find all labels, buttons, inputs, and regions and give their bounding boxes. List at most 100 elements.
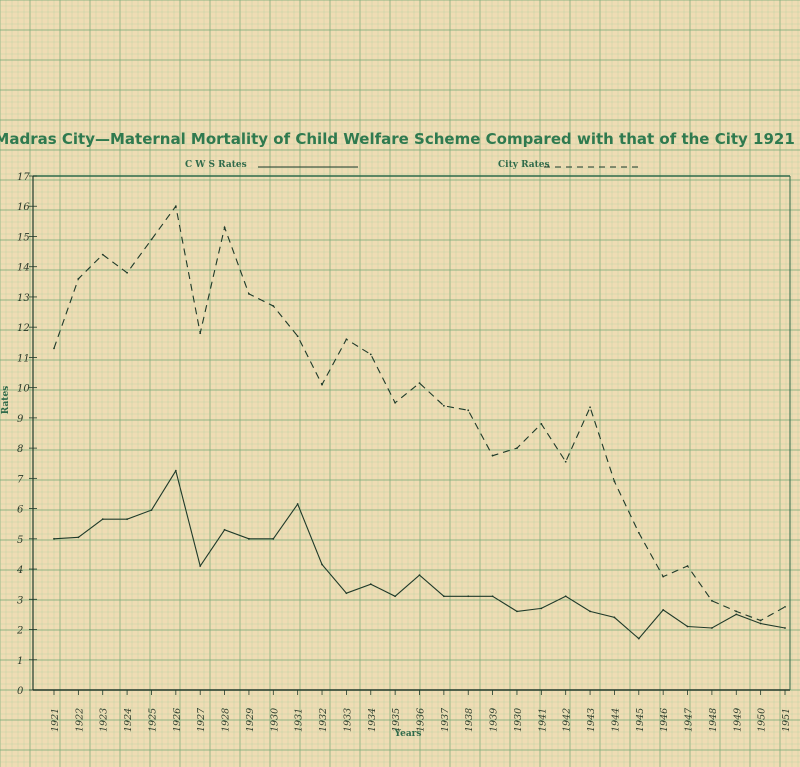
x-axis-label: Years [393, 729, 421, 739]
data-point-cws [418, 574, 421, 577]
data-point-city [540, 423, 543, 425]
data-point-cws [637, 637, 640, 640]
data-point-city [77, 277, 80, 280]
plot-frame [32, 175, 791, 691]
x-tick-label: 1932 [318, 708, 329, 732]
y-tick-label: 13 [17, 293, 30, 304]
x-tick-label: 1943 [586, 708, 597, 732]
data-point-city [126, 271, 128, 274]
y-tick-label: 14 [17, 263, 30, 274]
data-point-cws [662, 608, 665, 611]
x-tick-label: 1948 [708, 708, 719, 732]
x-tick-label: 1936 [416, 708, 427, 732]
y-tick-label: 10 [17, 384, 30, 395]
data-point-city [686, 565, 689, 567]
data-point-cws [272, 537, 275, 540]
data-point-city [662, 575, 665, 578]
x-tick-label: 1921 [50, 708, 61, 732]
y-tick-label: 8 [17, 444, 23, 455]
series [53, 204, 786, 640]
data-point-cws [101, 518, 104, 521]
data-point-cws [516, 610, 518, 613]
x-tick-label: 1939 [489, 708, 500, 732]
x-tick-label: 1927 [196, 707, 207, 732]
data-point-cws [394, 595, 397, 598]
x-axis-ticks: 1921 1922 1923 1924 1925 1926 1927 1928 1929 1930… [50, 690, 792, 732]
y-tick-label: 6 [17, 505, 24, 516]
data-point-city [589, 406, 591, 409]
y-tick-label: 15 [17, 232, 30, 243]
x-tick-label: 1944 [610, 708, 621, 732]
x-tick-label: 1938 [464, 708, 475, 732]
x-tick-label: 1942 [562, 708, 573, 732]
y-tick-label: 5 [17, 535, 23, 546]
data-point-cws [126, 518, 128, 521]
x-tick-label: 1951 [781, 708, 792, 732]
data-point-city [272, 305, 275, 307]
y-tick-label: 2 [16, 626, 23, 637]
data-point-cws [248, 537, 250, 540]
y-tick-label: 3 [17, 595, 23, 606]
y-tick-label: 1 [17, 656, 23, 667]
data-point-city [369, 353, 372, 356]
data-point-cws [467, 595, 470, 598]
data-point-city [223, 226, 226, 229]
legend-label-city: City Rates [498, 160, 550, 170]
y-tick-label: 17 [17, 172, 30, 183]
x-tick-label: 1923 [99, 708, 110, 732]
data-point-city [735, 610, 738, 613]
data-point-city [516, 447, 518, 450]
x-tick-label: 1930 [513, 708, 524, 732]
x-tick-label: 1926 [172, 708, 183, 732]
x-tick-label: 1946 [659, 708, 670, 732]
data-point-cws [53, 537, 55, 540]
data-point-cws [491, 595, 494, 598]
data-point-cws [589, 610, 591, 613]
data-point-cws [613, 616, 616, 619]
data-point-cws [784, 627, 786, 629]
data-point-city [321, 383, 323, 386]
y-tick-label: 16 [17, 202, 30, 213]
x-tick-label: 1931 [294, 708, 305, 732]
data-point-cws [296, 503, 299, 505]
data-point-cws [369, 583, 372, 586]
data-point-city [564, 460, 567, 463]
data-point-cws [711, 627, 713, 629]
legend: C W S Rates City Rates [185, 160, 640, 170]
x-tick-label: 1933 [342, 708, 353, 732]
x-tick-label: 1941 [537, 708, 548, 732]
y-tick-label: 7 [17, 474, 24, 485]
x-tick-label: 1947 [684, 707, 695, 732]
data-point-cws [77, 536, 80, 539]
data-point-cws [321, 563, 323, 566]
data-point-city [442, 404, 445, 407]
y-tick-label: 4 [16, 565, 23, 576]
data-point-city [53, 347, 55, 350]
data-point-city [150, 238, 153, 241]
data-point-cws [564, 595, 567, 598]
data-point-city [101, 253, 104, 256]
data-point-city [199, 332, 202, 335]
data-point-city [418, 382, 421, 385]
data-point-cws [442, 595, 445, 598]
data-point-city [248, 293, 250, 295]
legend-label-cws: C W S Rates [185, 160, 247, 170]
data-point-cws [686, 625, 689, 628]
chart-title: Madras City—Maternal Mortality of Child … [0, 130, 800, 148]
x-tick-label: 1924 [123, 708, 134, 732]
data-point-cws [759, 622, 762, 625]
y-axis-label: Rates [1, 386, 11, 414]
x-tick-label: 1925 [147, 708, 158, 732]
x-tick-label: 1950 [757, 708, 768, 732]
y-tick-label: 9 [17, 414, 24, 425]
x-tick-label: 1930 [269, 708, 280, 732]
data-point-cws [540, 607, 543, 610]
data-point-cws [199, 565, 202, 567]
data-point-city [345, 338, 348, 341]
y-tick-label: 12 [17, 323, 30, 334]
